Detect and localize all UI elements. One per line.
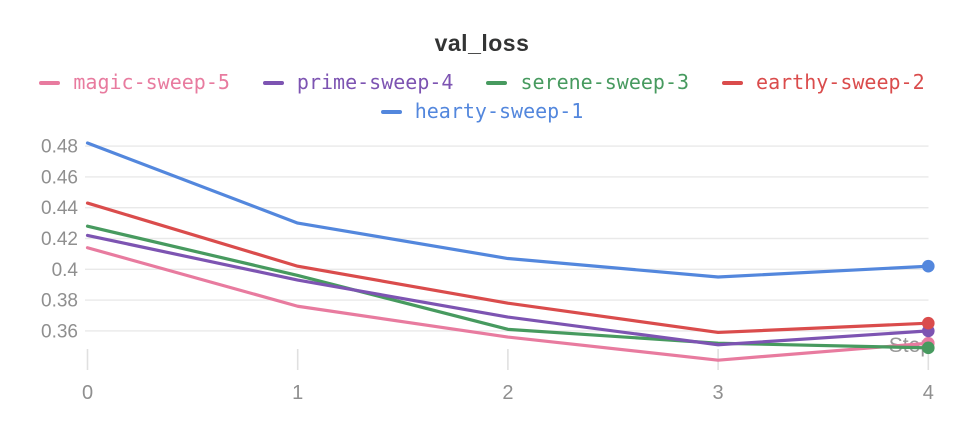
y-tick-label: 0.46: [41, 167, 78, 188]
legend-item-magic-sweep-5[interactable]: magic-sweep-5: [39, 69, 230, 96]
x-tick-label: 4: [923, 382, 934, 404]
legend-item-hearty-sweep-1[interactable]: hearty-sweep-1: [380, 98, 584, 125]
x-tick-label: 0: [82, 382, 93, 404]
legend-swatch-icon: [262, 80, 284, 85]
chart-title: val_loss: [434, 30, 530, 56]
x-tick-label: 3: [713, 382, 724, 404]
endpoint-dot-earthy-sweep-2[interactable]: [922, 316, 935, 330]
legend-item-prime-sweep-4[interactable]: prime-sweep-4: [262, 69, 454, 96]
legend-label: earthy-sweep-2: [756, 70, 925, 94]
x-tick-label: 1: [292, 382, 303, 404]
legend-item-serene-sweep-3[interactable]: serene-sweep-3: [486, 69, 689, 96]
legend-swatch-icon: [722, 80, 744, 85]
legend-swatch-icon: [486, 80, 508, 85]
legend-label: magic-sweep-5: [73, 70, 230, 94]
y-tick-label: 0.42: [41, 229, 78, 250]
series-line-earthy-sweep-2[interactable]: [85, 201, 930, 335]
series-line-prime-sweep-4[interactable]: [85, 233, 930, 347]
series-line-serene-sweep-3[interactable]: [85, 224, 930, 350]
endpoint-dot-hearty-sweep-1[interactable]: [922, 259, 935, 273]
y-tick-label: 0.48: [41, 137, 78, 158]
legend-swatch-icon: [39, 80, 61, 85]
legend-label: serene-sweep-3: [520, 70, 690, 94]
legend: magic-sweep-5 prime-sweep-4 serene-sweep-3…: [14, 69, 950, 125]
series-line-hearty-sweep-1[interactable]: [85, 141, 930, 279]
y-tick-label: 0.44: [41, 198, 78, 219]
legend-item-earthy-sweep-2[interactable]: earthy-sweep-2: [722, 69, 925, 96]
endpoint-dot-serene-sweep-3[interactable]: [922, 341, 935, 355]
legend-label: prime-sweep-4: [296, 70, 454, 94]
y-tick-label: 0.36: [41, 321, 78, 342]
legend-label: hearty-sweep-1: [414, 99, 584, 123]
y-tick-label: 0.4: [52, 260, 79, 281]
series-line-magic-sweep-5[interactable]: [85, 246, 930, 362]
y-tick-label: 0.38: [41, 291, 78, 312]
x-tick-label: 2: [502, 382, 513, 404]
legend-swatch-icon: [380, 109, 402, 114]
